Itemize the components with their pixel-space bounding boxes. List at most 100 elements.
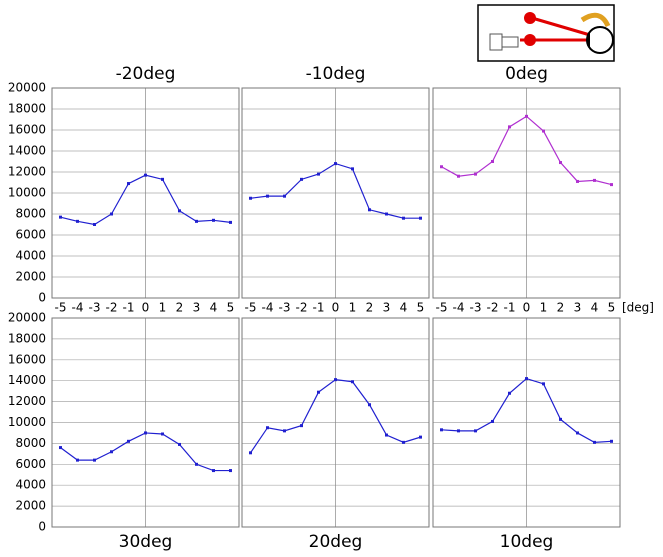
point (474, 429, 477, 432)
point (351, 167, 354, 170)
y-tick-label: 14000 (8, 373, 46, 387)
point (229, 221, 232, 224)
point (576, 431, 579, 434)
point (576, 180, 579, 183)
point (195, 220, 198, 223)
point (491, 420, 494, 423)
point (127, 182, 130, 185)
y-tick-label: 2000 (15, 499, 46, 513)
y-tick-label: 12000 (8, 165, 46, 179)
point (266, 426, 269, 429)
point (419, 436, 422, 439)
y-tick-label: 0 (38, 520, 46, 534)
y-tick-label: 6000 (15, 457, 46, 471)
x-tick-label: -3 (279, 301, 291, 315)
point (491, 160, 494, 163)
point (283, 429, 286, 432)
point (300, 178, 303, 181)
x-tick-label: -2 (106, 301, 118, 315)
x-tick-label: -5 (55, 301, 67, 315)
point (93, 459, 96, 462)
y-tick-label: 8000 (15, 436, 46, 450)
point (457, 175, 460, 178)
x-tick-label: -3 (89, 301, 101, 315)
point (525, 377, 528, 380)
x-tick-label: -2 (296, 301, 308, 315)
point (110, 450, 113, 453)
point (508, 392, 511, 395)
y-tick-label: 16000 (8, 123, 46, 137)
y-tick-label: 2000 (15, 270, 46, 284)
x-tick-label: -3 (470, 301, 482, 315)
chart: 0200040006000800010000120001400016000180… (0, 0, 663, 553)
panel-title: 20deg (309, 532, 363, 552)
point (317, 173, 320, 176)
x-tick-label: 1 (540, 301, 548, 315)
point (351, 380, 354, 383)
point (542, 382, 545, 385)
y-tick-label: 18000 (8, 102, 46, 116)
x-tick-label: 5 (608, 301, 616, 315)
point (212, 219, 215, 222)
point (385, 213, 388, 216)
y-tick-label: 8000 (15, 207, 46, 221)
x-tick-label: 2 (176, 301, 184, 315)
panel-title: 0deg (505, 64, 548, 84)
point (385, 434, 388, 437)
panel-title: -10deg (306, 64, 366, 84)
point (402, 441, 405, 444)
x-tick-label: 0 (523, 301, 531, 315)
point (508, 125, 511, 128)
point (457, 429, 460, 432)
y-tick-label: 14000 (8, 144, 46, 158)
point (178, 209, 181, 212)
x-tick-label: -4 (453, 301, 465, 315)
point (593, 441, 596, 444)
point (212, 469, 215, 472)
point (368, 208, 371, 211)
y-tick-label: 12000 (8, 394, 46, 408)
point (525, 115, 528, 118)
y-tick-label: 20000 (8, 311, 46, 325)
x-tick-label: 0 (142, 301, 150, 315)
point (610, 440, 613, 443)
point (144, 174, 147, 177)
y-tick-label: 16000 (8, 352, 46, 366)
y-tick-label: 10000 (8, 186, 46, 200)
x-tick-label: -4 (262, 301, 274, 315)
point (419, 217, 422, 220)
point (542, 130, 545, 133)
x-tick-label: 0 (332, 301, 340, 315)
x-tick-label: -1 (504, 301, 516, 315)
point (610, 183, 613, 186)
point (474, 173, 477, 176)
point (334, 378, 337, 381)
point (59, 446, 62, 449)
point (127, 440, 130, 443)
x-tick-label: -5 (436, 301, 448, 315)
point (559, 161, 562, 164)
panel-title: 10deg (500, 532, 554, 552)
x-tick-label: 5 (417, 301, 425, 315)
point (283, 195, 286, 198)
y-tick-label: 4000 (15, 249, 46, 263)
point (93, 223, 96, 226)
icon (478, 5, 614, 61)
point (76, 220, 79, 223)
point (368, 403, 371, 406)
y-tick-label: 10000 (8, 415, 46, 429)
point (110, 213, 113, 216)
point (178, 443, 181, 446)
y-tick-label: 6000 (15, 228, 46, 242)
point (334, 162, 337, 165)
panel-title: 30deg (119, 532, 173, 552)
y-tick-label: 0 (38, 291, 46, 305)
x-tick-label: 3 (383, 301, 391, 315)
y-tick-label: 4000 (15, 478, 46, 492)
x-tick-label: 3 (193, 301, 201, 315)
x-tick-label: 2 (366, 301, 374, 315)
point (300, 424, 303, 427)
x-tick-label: 4 (591, 301, 599, 315)
point (161, 178, 164, 181)
x-tick-label: 5 (227, 301, 235, 315)
